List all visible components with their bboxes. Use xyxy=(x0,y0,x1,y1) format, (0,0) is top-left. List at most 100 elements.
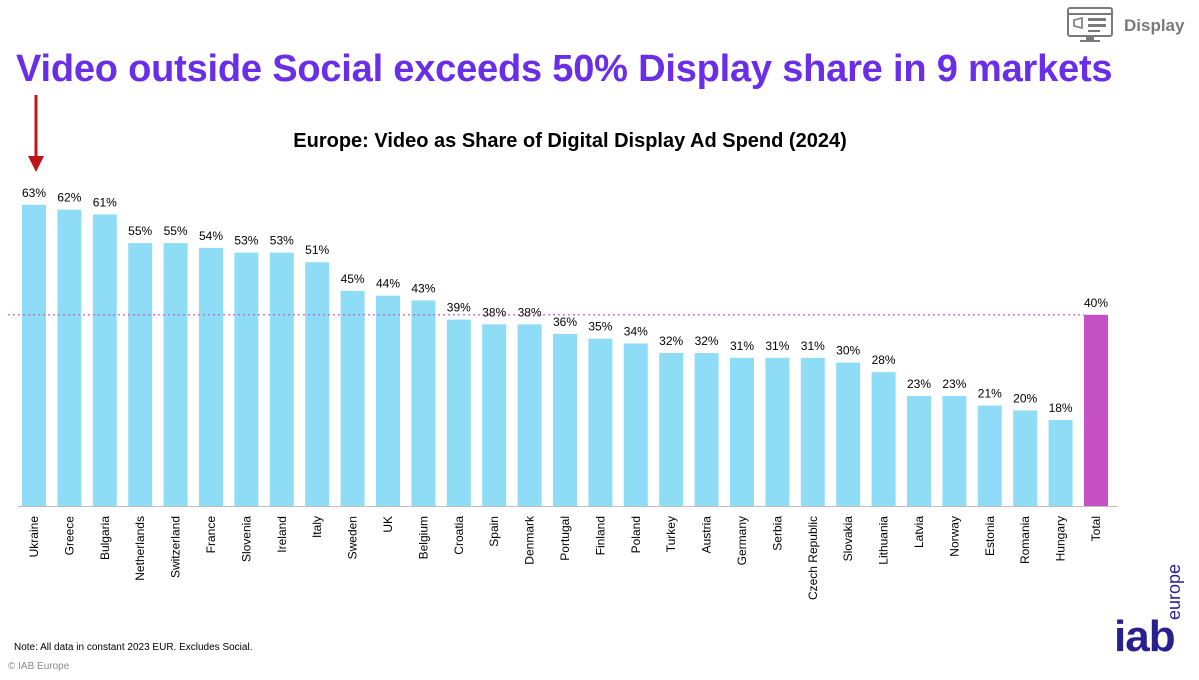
data-label: 51% xyxy=(305,243,329,257)
bar-ukraine xyxy=(22,204,46,507)
category-label: Bulgaria xyxy=(98,516,112,560)
bar-czech-republic xyxy=(800,357,825,506)
category-label: Spain xyxy=(487,516,501,547)
category-label: Latvia xyxy=(912,516,926,548)
bar-bulgaria xyxy=(92,214,117,507)
data-label: 53% xyxy=(234,234,258,248)
category-label: Estonia xyxy=(983,516,997,556)
iab-europe-logo: iab europe xyxy=(1108,564,1198,670)
category-label: Turkey xyxy=(664,516,678,552)
bar-uk xyxy=(376,295,400,506)
data-label: 32% xyxy=(695,334,719,348)
chart-title: Europe: Video as Share of Digital Displa… xyxy=(293,130,847,152)
data-label: 63% xyxy=(22,186,46,200)
data-label: 62% xyxy=(57,191,81,205)
data-label: 21% xyxy=(978,387,1002,401)
bar-hungary xyxy=(1048,419,1073,506)
data-label: 39% xyxy=(447,301,471,315)
category-label: Norway xyxy=(947,516,961,557)
bar-switzerland xyxy=(163,243,188,506)
data-label: 32% xyxy=(659,334,683,348)
bar-austria xyxy=(694,353,719,506)
headline: Video outside Social exceeds 50% Display… xyxy=(16,48,1113,90)
bar-latvia xyxy=(907,396,931,506)
bar-serbia xyxy=(765,357,790,506)
bar-germany xyxy=(730,357,754,506)
data-label: 36% xyxy=(553,315,577,329)
category-label: Portugal xyxy=(558,516,572,561)
category-label: Hungary xyxy=(1054,516,1068,561)
data-label: 45% xyxy=(341,272,365,286)
copyright: © IAB Europe xyxy=(8,661,70,672)
bar-croatia xyxy=(446,319,471,506)
data-label: 38% xyxy=(518,305,542,319)
data-label: 30% xyxy=(836,344,860,358)
data-label: 34% xyxy=(624,324,648,338)
display-badge: Display xyxy=(1066,6,1196,44)
logo-main-text: iab xyxy=(1114,612,1176,661)
bar-spain xyxy=(482,324,507,506)
bar-total xyxy=(1084,314,1108,506)
category-label: Finland xyxy=(593,516,607,555)
bar-slovakia xyxy=(836,362,861,506)
bar-poland xyxy=(623,343,648,506)
bar-romania xyxy=(1013,410,1038,506)
category-label: UK xyxy=(381,516,395,533)
footnote: Note: All data in constant 2023 EUR. Exc… xyxy=(14,642,253,653)
data-label: 23% xyxy=(942,377,966,391)
bar-ireland xyxy=(269,252,294,506)
category-label: Italy xyxy=(310,516,324,538)
category-label: Ireland xyxy=(275,516,289,553)
data-label: 55% xyxy=(164,224,188,238)
bar-denmark xyxy=(517,324,542,506)
category-label: Lithuania xyxy=(877,516,891,565)
category-label: Ukraine xyxy=(27,516,41,558)
bar-chart: 63% Ukraine 62% Greece 61% Bulgaria 55% Netherl… xyxy=(8,95,1118,600)
category-label: Slovakia xyxy=(841,516,855,562)
logo-sub-text: europe xyxy=(1164,563,1184,620)
category-label: Sweden xyxy=(346,516,360,559)
bar-greece xyxy=(57,209,82,506)
data-label: 40% xyxy=(1084,296,1108,310)
bar-turkey xyxy=(659,353,684,506)
display-badge-label: Display xyxy=(1124,16,1185,35)
data-label: 38% xyxy=(482,305,506,319)
data-label: 55% xyxy=(128,224,152,238)
category-label: Croatia xyxy=(452,516,466,555)
category-label: Romania xyxy=(1018,516,1032,564)
bar-finland xyxy=(588,338,613,506)
bar-norway xyxy=(942,396,967,506)
category-label: Denmark xyxy=(523,515,537,565)
data-label: 31% xyxy=(801,339,825,353)
category-label: Czech Republic xyxy=(806,516,820,600)
category-label: Greece xyxy=(62,516,76,556)
category-label: Poland xyxy=(629,516,643,553)
data-label: 54% xyxy=(199,229,223,243)
data-label: 18% xyxy=(1049,401,1073,415)
data-label: 53% xyxy=(270,234,294,248)
category-label: Switzerland xyxy=(169,516,183,578)
category-label: Netherlands xyxy=(133,516,147,581)
data-label: 20% xyxy=(1013,391,1037,405)
data-label: 43% xyxy=(411,281,435,295)
data-label: 23% xyxy=(907,377,931,391)
bar-belgium xyxy=(411,300,436,506)
category-label: France xyxy=(204,516,218,554)
bar-estonia xyxy=(977,405,1002,506)
category-label: Germany xyxy=(735,516,749,565)
bar-netherlands xyxy=(128,243,153,506)
data-label: 44% xyxy=(376,277,400,291)
category-label: Belgium xyxy=(416,516,430,559)
category-label: Serbia xyxy=(770,516,784,551)
bar-portugal xyxy=(553,333,577,506)
category-label: Austria xyxy=(700,516,714,554)
data-label: 31% xyxy=(730,339,754,353)
data-label: 35% xyxy=(588,320,612,334)
bar-slovenia xyxy=(234,252,259,506)
category-label: Slovenia xyxy=(239,516,253,562)
display-ad-icon xyxy=(1067,7,1113,42)
data-label: 61% xyxy=(93,195,117,209)
bar-sweden xyxy=(340,290,365,506)
data-label: 31% xyxy=(765,339,789,353)
bar-france xyxy=(199,247,223,506)
